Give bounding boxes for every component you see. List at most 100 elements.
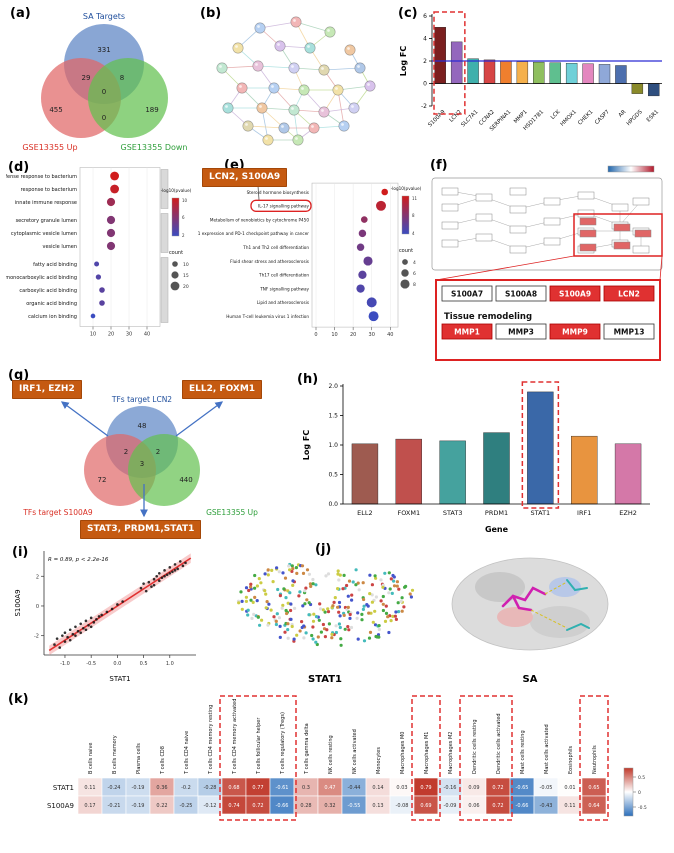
protein-surface-dot (283, 576, 288, 580)
protein-surface-dot (286, 636, 290, 640)
protein-surface-dot (264, 592, 268, 596)
bar (549, 62, 561, 84)
network-node-highlight (277, 43, 280, 46)
protein-surface-dot (397, 587, 401, 591)
protein-surface-dot (387, 591, 391, 595)
bar (571, 435, 598, 505)
heatmap-cell-value: 0.47 (324, 785, 335, 791)
facet-strip (160, 213, 169, 253)
venn-count: 3 (140, 460, 144, 468)
bar (467, 58, 479, 84)
protein-surface-dot (356, 637, 360, 641)
venn-count: 2 (124, 448, 128, 456)
protein-surface-dot (377, 635, 381, 639)
x-tick-label: S100A9 (427, 109, 447, 129)
dot (368, 311, 379, 322)
protein-surface-dot (269, 608, 273, 612)
network-node-highlight (239, 85, 242, 88)
category-label: monocarboxylic acid binding (6, 275, 77, 281)
heatmap-cell-value: -0.43 (540, 803, 553, 809)
heatmap-column-label: B cells naive (88, 743, 94, 774)
scatter-point (74, 634, 77, 637)
protein-surface-dot (337, 610, 341, 614)
protein-surface-dot (307, 601, 311, 605)
protein-surface-dot (302, 624, 306, 628)
protein-surface-dot (275, 566, 279, 570)
venn-set-label: TFs target LCN2 (111, 395, 172, 404)
panel-f-label: (f) (430, 158, 448, 173)
y-axis-label: S100A9 (14, 589, 22, 616)
protein-surface-dot (294, 566, 298, 570)
protein-surface-dot (257, 577, 261, 581)
y-tick-label: 4 (423, 36, 427, 43)
category-label: innate immune response (15, 200, 77, 206)
protein-surface-dot (374, 595, 378, 599)
pathway-node (441, 221, 459, 230)
x-tick-label: -0.5 (86, 661, 96, 667)
venn-diagram-g: TFs target LCN2 TFs target S100A9 GSE13355… (22, 395, 258, 518)
scatter-point (92, 621, 96, 624)
pathway-node-highlighted (613, 241, 631, 250)
gene-box (603, 323, 655, 340)
protein-surface-dot (374, 576, 378, 580)
protein-surface-dot (286, 601, 290, 605)
protein-surface-dot (281, 571, 285, 575)
protein-surface-dot (400, 596, 404, 600)
gene-box (441, 323, 493, 340)
svg-text:8: 8 (412, 213, 415, 218)
category-label: defense response to bacterium (6, 174, 77, 180)
protein-surface-dot (284, 596, 288, 600)
heatmap-cell-value: -0.09 (444, 803, 457, 809)
protein-surface-dot (381, 608, 385, 613)
panel-d-go-dotplot: (d) 10 20 30 40 defense response to bacteriu… (6, 160, 198, 365)
network-node (292, 134, 304, 146)
protein-surface-dot (300, 564, 305, 568)
protein-surface-dot (249, 585, 253, 589)
protein-surface-dot (263, 589, 267, 593)
network-node-highlight (259, 105, 262, 108)
protein-surface-dot (290, 569, 294, 573)
protein-surface-dot (311, 582, 315, 586)
network-node-highlight (291, 65, 294, 68)
dot (381, 188, 389, 196)
protein-surface-dot (319, 630, 323, 634)
ppi-network-graph (216, 16, 376, 146)
bar (614, 443, 642, 505)
protein-surface-dot (304, 631, 308, 635)
protein-surface-dot (287, 564, 291, 568)
pathway-node-highlighted (579, 217, 597, 226)
category-label: Human T-cell leukemia virus 1 infection (226, 314, 309, 319)
legend-color-label: -log10(pvalue) (161, 188, 192, 193)
heatmap-row-label: S100A9 (47, 802, 74, 810)
protein-surface-dot (247, 588, 251, 593)
network-node (288, 104, 300, 116)
protein-surface-dot (370, 600, 374, 604)
bar (533, 61, 545, 84)
protein-surface-dot (356, 611, 360, 615)
heatmap-cell-value: 0.69 (420, 803, 431, 809)
protein-surface-dot (302, 636, 306, 640)
highlight-dashed-box (459, 695, 513, 821)
scatter-point (168, 566, 172, 569)
protein-surface-dot (402, 605, 406, 609)
y-tick-label: 2 (423, 58, 427, 65)
protein-surface-dot (373, 574, 377, 578)
panel-k-label: (k) (8, 692, 29, 707)
protein-surface-dot (330, 632, 334, 636)
dot (110, 171, 119, 181)
protein-surface-dot (244, 599, 248, 603)
pathway-node (611, 203, 629, 212)
protein-surface-dot (409, 595, 413, 599)
protein-surface-dot (384, 604, 388, 608)
tf-logfc-bar-chart: Log FC 0.0 0.5 1.0 1.5 2.0 ELL2 FOXM1 STAT3 PRDM1… (302, 381, 650, 534)
venn-circle (88, 58, 168, 138)
protein-surface-dot (251, 600, 255, 604)
network-node-highlight (307, 45, 310, 48)
network-node-highlight (357, 65, 360, 68)
protein-surface-dot (266, 568, 270, 572)
protein-surface-dot (264, 606, 268, 610)
heatmap-cell-value: -0.44 (348, 785, 361, 791)
heatmap-column-label: Eosinophils (568, 745, 574, 774)
kegg-enrichment-dotplot: 0 10 20 30 40 Steroid hormone biosynthesis IL-… (198, 182, 422, 338)
dot (358, 270, 367, 279)
